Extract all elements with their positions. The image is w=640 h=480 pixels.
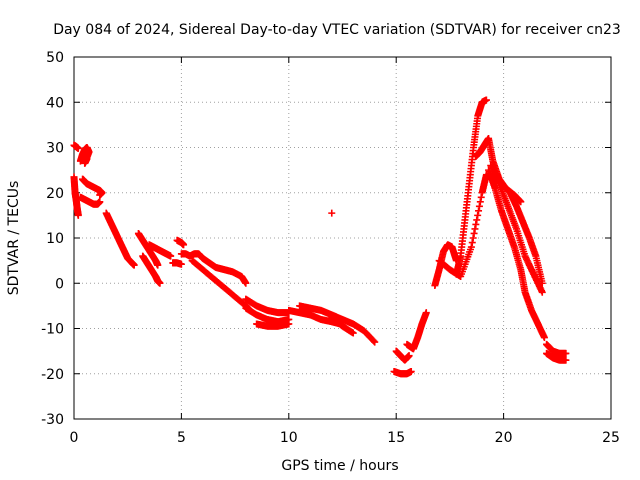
series-sat-y [452, 96, 490, 278]
series-sat-c [76, 144, 93, 167]
data-point [538, 279, 546, 287]
x-axis-label: GPS time / hours [281, 458, 398, 474]
data-point [167, 252, 175, 260]
data-point [562, 349, 570, 357]
series-sat-d [79, 175, 106, 199]
series-sat-p [253, 320, 293, 330]
data-point [242, 279, 250, 287]
series-sat-a [70, 141, 82, 152]
y-tick-label: 30 [46, 141, 64, 157]
series-sat-f [102, 209, 138, 269]
data-point [74, 211, 82, 219]
x-tick-label: 0 [70, 430, 79, 446]
series-sat-ad [543, 340, 570, 357]
y-tick-label: -30 [41, 412, 64, 428]
series-sat-u [390, 367, 415, 378]
data-point [422, 309, 430, 317]
data-point [405, 352, 413, 360]
series-sat-n [242, 304, 293, 326]
data-point [477, 193, 485, 201]
series-sat-aa [487, 162, 546, 296]
series-sat-o [242, 295, 293, 317]
data-point [474, 211, 482, 219]
data-point [475, 207, 483, 215]
data-point [470, 229, 478, 237]
data-point [476, 198, 484, 206]
x-tick-label: 5 [177, 430, 186, 446]
x-tick-label: 20 [495, 430, 513, 446]
series-sat-ae [543, 349, 570, 364]
axis-ticks: 0 5 10 15 20 25 -30 -20 -10 0 10 20 30 40 50 [41, 50, 620, 446]
data-point [562, 356, 570, 364]
data-points [70, 96, 570, 378]
chart-title: Day 084 of 2024, Sidereal Day-to-day VTE… [53, 22, 621, 38]
series-sat-ab [485, 166, 548, 342]
data-point [328, 209, 336, 217]
x-tick-label: 15 [387, 430, 405, 446]
data-point [475, 202, 483, 210]
data-point [407, 367, 415, 375]
data-point [180, 241, 188, 249]
data-point [285, 320, 293, 328]
series-sat-l [177, 250, 250, 287]
data-point [371, 338, 379, 346]
data-point [154, 261, 162, 269]
x-tick-label: 10 [280, 430, 298, 446]
data-point [468, 239, 476, 247]
series-outlier [328, 209, 336, 217]
series-sat-h [139, 252, 164, 287]
series-sat-s [328, 313, 357, 337]
data-point [473, 216, 481, 224]
data-point [370, 337, 378, 345]
data-point [156, 279, 164, 287]
y-tick-label: -20 [41, 367, 64, 383]
series-sat-k [169, 259, 185, 268]
series-sat-b [70, 173, 82, 219]
series-sat-e [76, 193, 104, 208]
data-point [177, 260, 185, 268]
series-sat-j [173, 236, 188, 249]
data-point [467, 243, 475, 251]
y-tick-label: 10 [46, 231, 64, 247]
data-point [349, 329, 357, 337]
data-point [130, 261, 138, 269]
y-tick-label: -10 [41, 322, 64, 338]
y-tick-label: 20 [46, 186, 64, 202]
series-sat-r [296, 302, 379, 346]
series-sat-v [403, 309, 430, 353]
data-point [469, 234, 477, 242]
y-tick-label: 40 [46, 95, 64, 111]
data-point [471, 225, 479, 233]
data-point [517, 198, 525, 206]
x-tick-label: 25 [602, 430, 620, 446]
data-point [83, 155, 91, 163]
data-point [540, 334, 548, 342]
y-tick-label: 50 [46, 50, 64, 66]
data-point [74, 144, 82, 152]
series-sat-t [392, 347, 413, 364]
data-point [472, 220, 480, 228]
data-point [482, 96, 490, 104]
y-tick-label: 0 [55, 276, 64, 292]
data-point [96, 191, 104, 199]
series-sat-ac [506, 189, 546, 287]
data-point [96, 198, 104, 206]
data-point [538, 288, 546, 296]
series-sat-i [145, 241, 175, 260]
y-axis-label: SDTVAR / TECUs [6, 181, 22, 296]
